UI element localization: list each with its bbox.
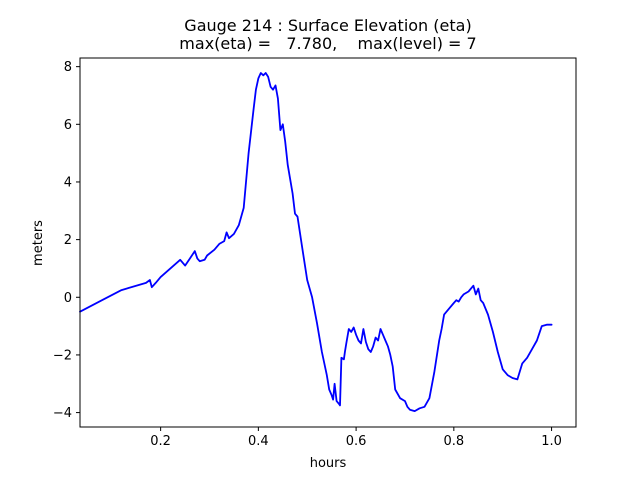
x-tick-label: 1.0 <box>541 434 562 449</box>
y-tick-label: 0 <box>64 291 72 306</box>
x-tick-label: 0.8 <box>443 434 464 449</box>
y-axis-label: meters <box>31 220 46 266</box>
chart-title-line1: Gauge 214 : Surface Elevation (eta) <box>184 16 471 35</box>
x-axis-ticks: 0.2 0.4 0.6 0.8 1.0 <box>150 427 562 449</box>
plot-frame <box>79 57 577 428</box>
y-tick-label: 2 <box>64 233 72 248</box>
y-tick-label: 6 <box>64 118 72 133</box>
x-axis-label: hours <box>310 456 347 471</box>
y-tick-label: −4 <box>53 406 72 421</box>
series-line-eta <box>79 72 553 413</box>
y-tick-label: −2 <box>53 348 72 363</box>
y-tick-label: 4 <box>64 175 72 190</box>
x-tick-label: 0.6 <box>346 434 367 449</box>
y-tick-label: 8 <box>64 60 72 75</box>
y-axis-ticks: −4 −2 0 2 4 6 8 <box>53 60 80 421</box>
chart-title-line2: max(eta) = 7.780, max(level) = 7 <box>179 34 476 53</box>
x-tick-label: 0.2 <box>150 434 171 449</box>
x-tick-label: 0.4 <box>248 434 269 449</box>
